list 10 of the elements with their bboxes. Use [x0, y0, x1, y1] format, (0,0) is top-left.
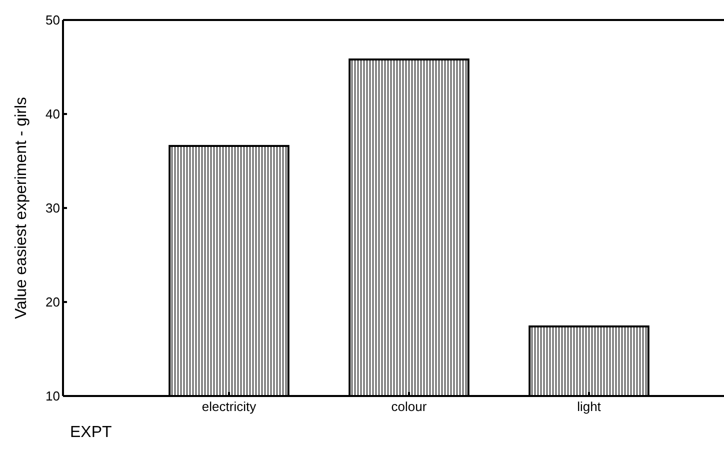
x-tick-label: colour	[391, 399, 428, 414]
x-tick-label: light	[577, 399, 602, 414]
y-tick-label: 50	[46, 12, 60, 28]
y-tick-label: 10	[46, 388, 60, 404]
x-tick-label: electricity	[202, 399, 257, 414]
y-tick-label: 40	[46, 106, 60, 122]
y-axis-title: Value easiest experiment - girls	[13, 96, 30, 320]
x-axis-title: EXPT	[70, 424, 112, 441]
y-tick-label: 20	[46, 294, 60, 310]
y-tick-label: 30	[46, 200, 60, 216]
